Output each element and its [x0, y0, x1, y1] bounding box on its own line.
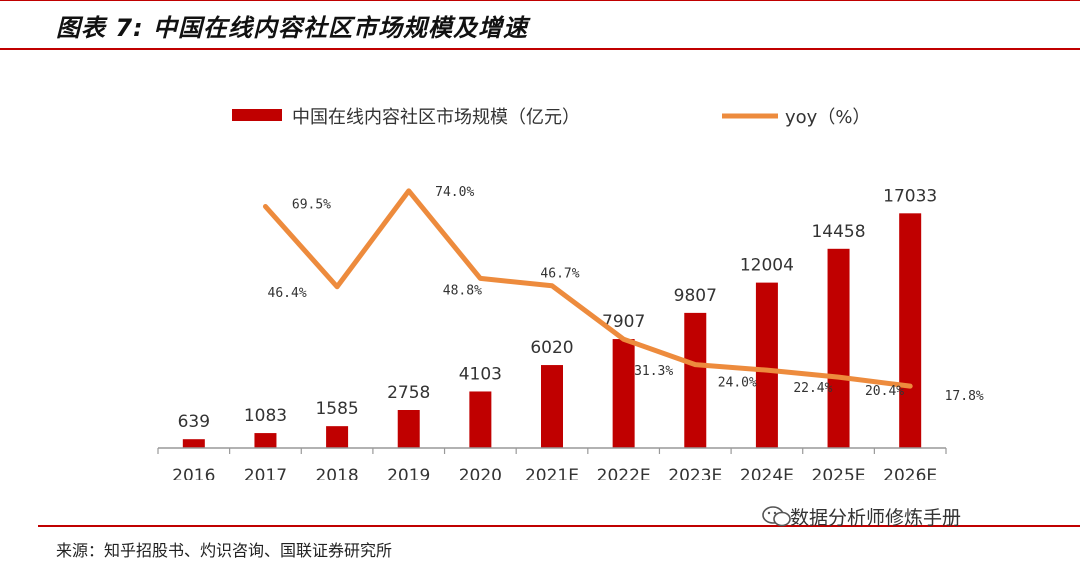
- bar: [755, 282, 778, 448]
- x-tick-label: 2016: [172, 466, 215, 480]
- bar-value-label: 7907: [602, 312, 645, 332]
- chart: 中国在线内容社区市场规模（亿元） yoy（%） 639 1083 1585 2758 410…: [157, 107, 984, 480]
- bottom-rule: [38, 525, 1080, 527]
- yoy-value-label: 48.8%: [443, 283, 482, 298]
- bar: [899, 213, 922, 448]
- yoy-value-label: 20.4%: [865, 384, 904, 399]
- yoy-value-label: 46.4%: [268, 286, 307, 301]
- bar: [827, 248, 850, 448]
- bar: [397, 410, 420, 448]
- bar-value-label: 1585: [315, 399, 358, 419]
- yoy-value-label: 22.4%: [793, 381, 832, 396]
- x-tick-label: 2019: [387, 466, 430, 480]
- top-rule: [0, 0, 1080, 1]
- bar-value-label: 4103: [459, 364, 502, 384]
- bar: [612, 339, 635, 448]
- bar-value-label: 2758: [387, 383, 430, 403]
- x-tick-label: 2026E: [883, 466, 937, 480]
- bar: [469, 391, 492, 448]
- x-tick-label: 2022E: [597, 466, 651, 480]
- bar: [326, 426, 349, 448]
- legend-line-label: yoy（%）: [785, 107, 870, 128]
- x-tick-label: 2024E: [740, 466, 794, 480]
- watermark: 数据分析师修炼手册: [790, 507, 962, 529]
- bar-value-label: 1083: [244, 406, 287, 426]
- yoy-value-label: 24.0%: [718, 376, 757, 391]
- x-tick-label: 2021E: [525, 466, 579, 480]
- bar-value-label: 14458: [811, 222, 865, 242]
- bar: [541, 365, 563, 448]
- figure-title: 图表 7: 中国在线内容社区市场规模及增速: [56, 14, 529, 42]
- bar-value-label: 9807: [674, 286, 717, 306]
- wechat-icon: [762, 506, 791, 527]
- yoy-value-label: 17.8%: [945, 389, 984, 404]
- bar-value-label: 639: [178, 412, 210, 432]
- bar: [684, 312, 707, 448]
- x-tick-label: 2018: [315, 466, 358, 480]
- bar: [254, 433, 277, 448]
- x-tick-label: 2020: [459, 466, 502, 480]
- yoy-line: [262, 188, 913, 389]
- yoy-value-label: 46.7%: [540, 267, 579, 282]
- yoy-value-label: 31.3%: [634, 364, 673, 379]
- yoy-value-label: 74.0%: [435, 185, 474, 200]
- bar-value-label: 12004: [740, 256, 794, 276]
- x-tick-label: 2025E: [812, 466, 866, 480]
- bar-value-label: 6020: [530, 338, 573, 358]
- title-bar: 图表 7: 中国在线内容社区市场规模及增速: [0, 0, 1080, 50]
- yoy-value-label: 69.5%: [292, 197, 331, 212]
- source-note: 来源：知乎招股书、灼识咨询、国联证券研究所: [56, 541, 393, 560]
- bar-value-label: 17033: [883, 186, 937, 206]
- legend-bar-label: 中国在线内容社区市场规模（亿元）: [292, 107, 580, 128]
- x-tick-label: 2023E: [668, 466, 722, 480]
- legend-bar-swatch: [232, 109, 282, 121]
- bar: [182, 439, 205, 448]
- x-tick-label: 2017: [244, 466, 287, 480]
